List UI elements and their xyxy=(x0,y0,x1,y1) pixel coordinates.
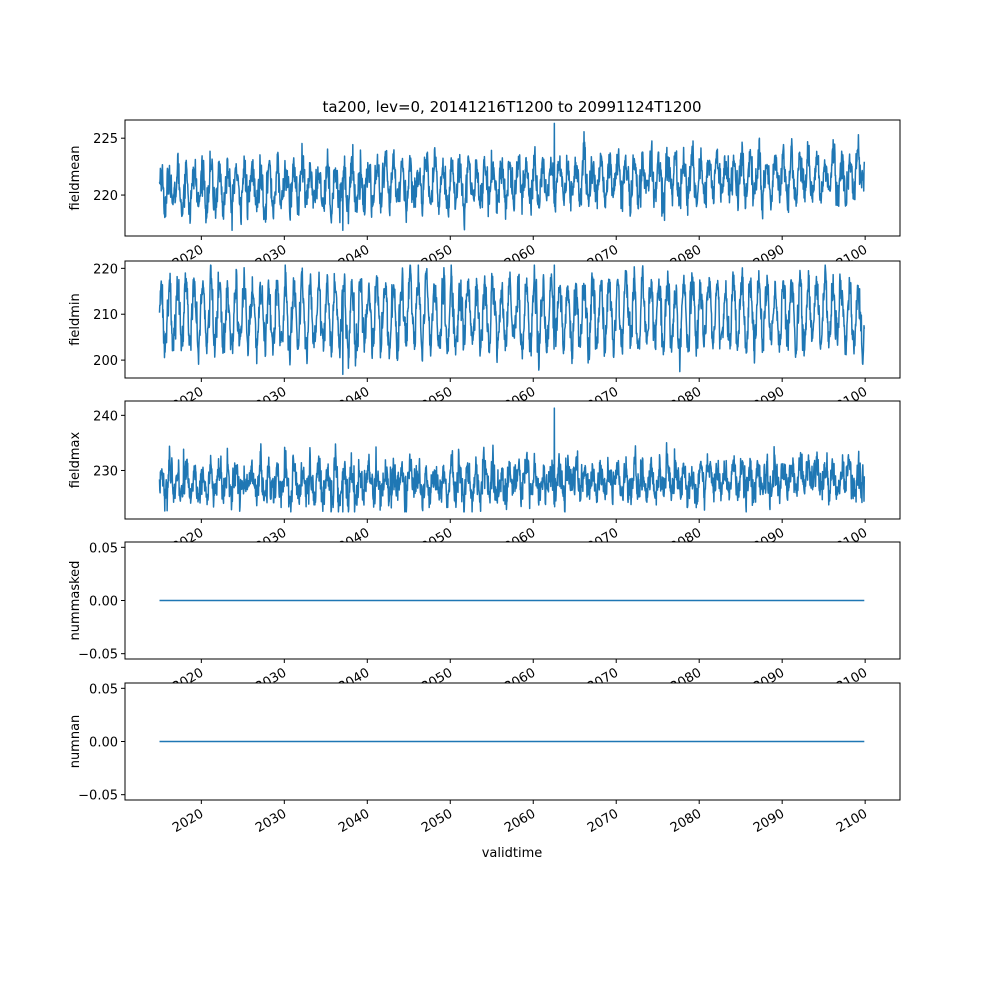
y-tick-label-fieldmin: 200 xyxy=(93,354,118,369)
series-line-fieldmean xyxy=(158,122,866,232)
y-tick-label-fieldmean: 220 xyxy=(93,189,118,204)
x-axis-label: validtime xyxy=(482,846,543,861)
axes-background xyxy=(125,401,900,519)
y-axis-label-fieldmin: fieldmin xyxy=(68,293,83,346)
axes-frame-fieldmax xyxy=(124,400,901,520)
y-tick-label-fieldmax: 230 xyxy=(93,464,118,479)
y-tick-label-nummasked: 0.00 xyxy=(89,595,118,610)
axes-frame-fieldmin xyxy=(124,260,901,379)
y-tick-label-numnan: 0.05 xyxy=(89,682,118,697)
chart-title: ta200, lev=0, 20141216T1200 to 20991124T… xyxy=(322,98,701,116)
y-tick-label-fieldmin: 220 xyxy=(93,262,118,277)
axes-frame-fieldmean xyxy=(124,119,901,237)
y-tick-label-fieldmax: 240 xyxy=(93,409,118,424)
y-tick-label-fieldmin: 210 xyxy=(93,308,118,323)
y-tick-label-fieldmean: 225 xyxy=(93,132,118,147)
y-axis-label-fieldmax: fieldmax xyxy=(68,432,83,489)
y-tick-label-numnan: −0.05 xyxy=(78,789,118,804)
y-axis-label-fieldmean: fieldmean xyxy=(68,146,83,211)
y-axis-label-nummasked: nummasked xyxy=(68,561,83,641)
y-tick-label-numnan: 0.00 xyxy=(89,736,118,751)
y-tick-label-nummasked: −0.05 xyxy=(78,648,118,663)
y-tick-label-nummasked: 0.05 xyxy=(89,541,118,556)
series-line-fieldmax xyxy=(158,407,866,513)
y-axis-label-numnan: numnan xyxy=(68,715,83,769)
series-line-fieldmin xyxy=(158,264,866,376)
